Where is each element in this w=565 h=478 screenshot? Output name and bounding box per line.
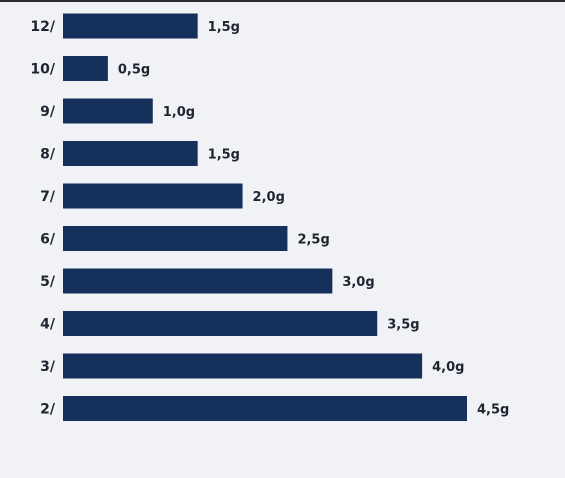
- bar: [63, 141, 198, 166]
- category-label: 12/: [30, 19, 55, 35]
- value-label: 0,5g: [118, 63, 150, 78]
- category-label: 6/: [40, 232, 56, 248]
- value-label: 1,5g: [208, 20, 240, 35]
- value-label: 4,5g: [477, 403, 509, 418]
- bar: [63, 98, 153, 124]
- category-label: 5/: [40, 274, 56, 290]
- value-label: 2,5g: [297, 233, 329, 248]
- category-label: 8/: [40, 147, 56, 163]
- value-label: 4,0g: [432, 360, 464, 375]
- category-label: 4/: [40, 317, 56, 333]
- bar: [63, 311, 378, 336]
- category-label: 10/: [30, 62, 55, 78]
- bar: [63, 268, 333, 294]
- category-label: 2/: [40, 402, 56, 418]
- category-label: 3/: [40, 359, 56, 375]
- value-label: 1,5g: [208, 148, 240, 163]
- bar: [63, 183, 243, 209]
- bar: [63, 226, 288, 251]
- bar: [63, 353, 423, 379]
- value-label: 3,0g: [342, 275, 374, 290]
- bar: [63, 56, 108, 81]
- plot-area: 12/1,5g 10/0,5g 9/1,0g 8/1,5g 7/2,0g 6/2,5g 5/…: [30, 13, 509, 421]
- category-label: 9/: [40, 104, 56, 120]
- value-label: 3,5g: [387, 318, 419, 333]
- value-label: 2,0g: [253, 190, 285, 205]
- value-label: 1,0g: [163, 105, 195, 120]
- category-label: 7/: [40, 189, 56, 205]
- bar: [63, 396, 467, 421]
- bar: [63, 13, 198, 39]
